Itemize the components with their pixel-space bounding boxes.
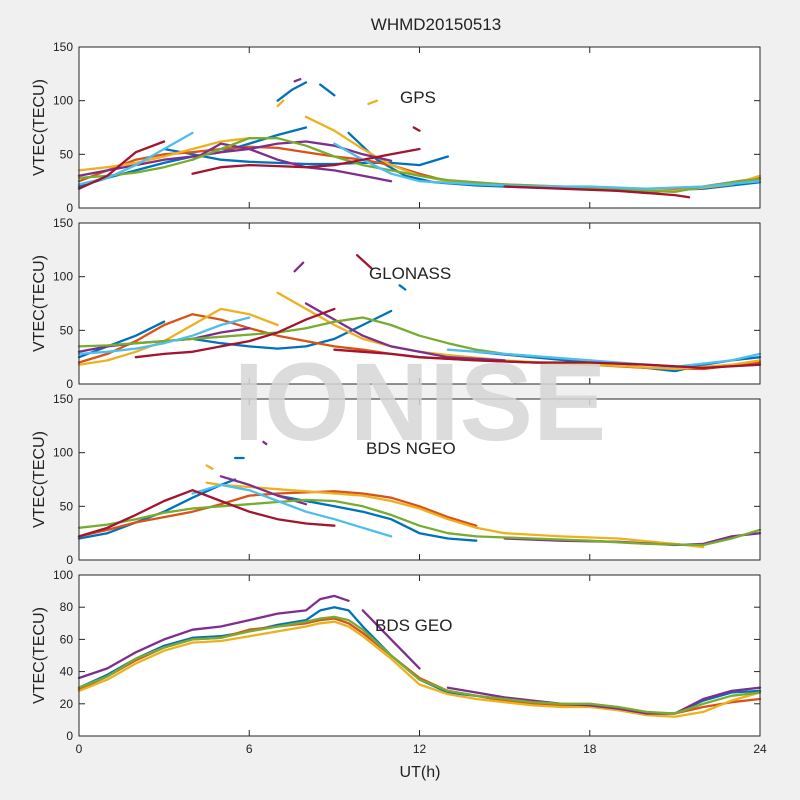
series-line-4-7: [77, 615, 762, 715]
y-tick-label: 150: [53, 216, 73, 230]
y-tick-label: 80: [60, 600, 74, 614]
series-line-4-3: [77, 620, 762, 718]
panel-label: GLONASS: [369, 264, 451, 283]
series-line-2-16: [333, 348, 762, 370]
panel-4: 0 6 12 18 24 0 20 40 60 80 100 VTEC(TECU) BDS GEO: [31, 568, 767, 756]
series-line-2-9: [293, 261, 305, 273]
panel-label: GPS: [400, 88, 436, 107]
series-line-1-20: [503, 185, 691, 199]
series-line-1-19: [412, 126, 421, 132]
series-line-3-11: [191, 483, 393, 538]
series-line-4-6: [446, 686, 762, 715]
series-line-2-12: [77, 316, 251, 356]
series-line-3-3: [276, 494, 478, 542]
y-tick-label: 100: [53, 446, 73, 460]
x-tick-label: 12: [413, 742, 427, 756]
y-tick-label: 50: [60, 499, 74, 513]
watermark: IONISE: [234, 341, 607, 464]
panel-3: 0 50 100 150 VTEC(TECU) BDS NGEO: [31, 392, 762, 567]
series-line-1-13: [191, 142, 393, 183]
panel-label: BDS NGEO: [366, 439, 456, 458]
series-line-1-8: [276, 99, 285, 108]
y-tick-label: 100: [53, 94, 73, 108]
series-line-2-6: [77, 307, 279, 366]
x-tick-label: 18: [583, 742, 597, 756]
y-tick-label: 150: [53, 40, 73, 54]
panel-2: 0 50 100 150 VTEC(TECU) GLONASS: [31, 216, 762, 391]
series-line-2-15: [355, 254, 373, 270]
series-line-4-4: [77, 594, 350, 680]
panel-1: 0 50 100 150 VTEC(TECU) GPS: [31, 40, 762, 215]
y-axis-label: VTEC(TECU): [31, 431, 48, 528]
series-line-1-14: [77, 137, 762, 194]
y-tick-label: 20: [60, 697, 74, 711]
series-line-3-7: [262, 440, 268, 446]
y-tick-label: 0: [66, 201, 73, 215]
series-line-1-7: [77, 137, 251, 172]
y-tick-label: 0: [66, 377, 73, 391]
figure-title: WHMD20150513: [371, 15, 501, 34]
series-line-2-14: [134, 307, 336, 359]
y-tick-label: 150: [53, 392, 73, 406]
y-tick-label: 60: [60, 632, 74, 646]
series-line-1-2: [276, 81, 308, 102]
x-tick-label: 0: [76, 742, 83, 756]
y-axis-label: VTEC(TECU): [31, 79, 48, 176]
plot-area: [79, 47, 760, 208]
series-line-2-3: [398, 284, 407, 291]
series-line-3-5: [205, 464, 214, 470]
series-line-1-5: [162, 147, 450, 167]
y-tick-label: 50: [60, 147, 74, 161]
series-line-3-10: [77, 498, 762, 547]
x-axis-label: UT(h): [400, 764, 441, 781]
series-line-4-5: [361, 609, 421, 670]
y-tick-label: 0: [66, 553, 73, 567]
y-tick-label: 0: [66, 729, 73, 743]
series-line-3-4: [77, 490, 478, 538]
series-line-2-10: [304, 302, 506, 362]
series-line-1-3: [319, 83, 336, 97]
series-line-3-12: [77, 489, 336, 538]
plot-area: [79, 575, 760, 736]
series-line-1-18: [191, 147, 421, 175]
series-line-2-7: [276, 291, 762, 371]
series-line-1-17: [77, 140, 166, 190]
series-line-2-11: [77, 316, 535, 358]
y-axis-label: VTEC(TECU): [31, 255, 48, 352]
x-tick-label: 24: [753, 742, 767, 756]
y-tick-label: 100: [53, 568, 73, 582]
series-line-1-12: [293, 78, 302, 83]
y-tick-label: 40: [60, 665, 74, 679]
y-axis-label: VTEC(TECU): [31, 607, 48, 704]
panel-label: BDS GEO: [375, 616, 452, 635]
panels: 0 50 100 150 VTEC(TECU) GPS 0 50 100 150 VTEC(TECU…: [31, 40, 767, 756]
series-line-3-6: [205, 481, 705, 549]
y-tick-label: 100: [53, 270, 73, 284]
y-tick-label: 50: [60, 323, 74, 337]
series-line-1-10: [367, 99, 379, 106]
series-line-2-2: [191, 309, 393, 350]
x-tick-label: 6: [246, 742, 253, 756]
